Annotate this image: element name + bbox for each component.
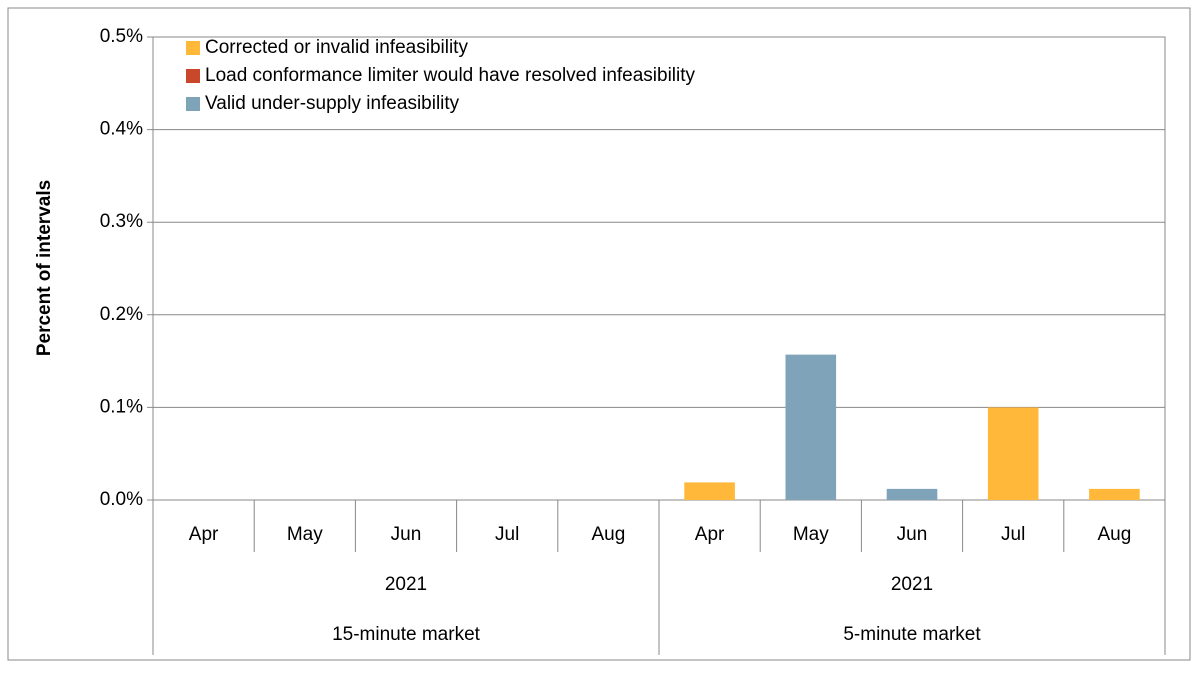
x-tick-label: Jun xyxy=(391,524,422,545)
y-axis-title: Percent of intervals xyxy=(34,180,55,356)
y-tick-label: 0.1% xyxy=(100,396,143,417)
bar xyxy=(785,354,837,500)
bar xyxy=(1089,488,1140,500)
legend-label: Load conformance limiter would have reso… xyxy=(205,65,696,86)
legend-label: Valid under-supply infeasibility xyxy=(205,93,460,114)
legend-swatch xyxy=(186,97,200,111)
group-label: 5-minute market xyxy=(843,624,981,645)
x-tick-label: Jul xyxy=(1001,524,1025,545)
x-tick-label: May xyxy=(793,524,829,545)
bar xyxy=(987,407,1039,500)
x-tick-label: Jun xyxy=(897,524,928,545)
x-tick-label: May xyxy=(287,524,323,545)
chart-border xyxy=(7,7,1191,661)
x-tick-label: Jul xyxy=(495,524,519,545)
y-tick-label: 0.0% xyxy=(100,489,143,510)
x-tick-label: Aug xyxy=(1097,524,1131,545)
x-tick-label: Aug xyxy=(591,524,625,545)
legend-label: Corrected or invalid infeasibility xyxy=(205,37,468,58)
y-tick-label: 0.2% xyxy=(100,304,143,325)
bar xyxy=(684,482,735,500)
year-label: 2021 xyxy=(385,574,427,595)
x-tick-label: Apr xyxy=(189,524,219,545)
bar xyxy=(886,488,938,500)
x-tick-label: Apr xyxy=(695,524,725,545)
legend-swatch xyxy=(186,41,200,55)
year-label: 2021 xyxy=(891,574,933,595)
y-tick-label: 0.3% xyxy=(100,211,143,232)
y-tick-label: 0.5% xyxy=(100,26,143,47)
legend-swatch xyxy=(186,69,200,83)
group-label: 15-minute market xyxy=(332,624,481,645)
y-tick-label: 0.4% xyxy=(100,119,143,140)
